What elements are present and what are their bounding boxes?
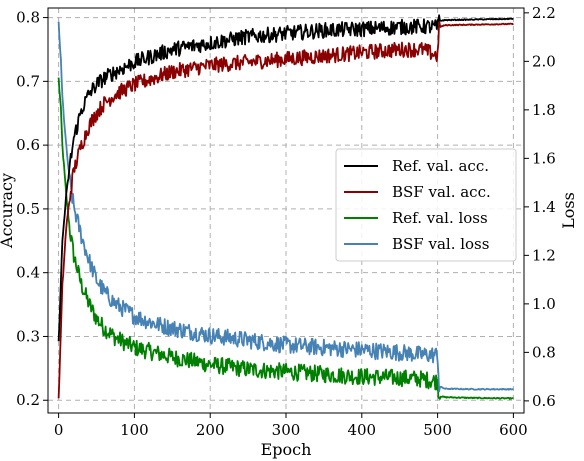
y-left-tick-label: 0.5 bbox=[16, 200, 40, 218]
x-tick-label: 400 bbox=[347, 421, 376, 439]
legend-label-3: BSF val. loss bbox=[392, 235, 489, 253]
y-axis-right-label: Loss bbox=[559, 192, 578, 229]
y-left-tick-label: 0.8 bbox=[16, 9, 40, 27]
x-tick-label: 100 bbox=[120, 421, 149, 439]
series-lines bbox=[57, 14, 514, 400]
y-left-tick-label: 0.6 bbox=[16, 136, 40, 154]
y-left-tick-label: 0.3 bbox=[16, 327, 40, 345]
y-axis-left: 0.2 0.3 0.4 0.5 0.6 0.7 0.8 bbox=[16, 9, 48, 409]
legend-label-0: Ref. val. acc. bbox=[392, 157, 489, 175]
y-left-tick-label: 0.2 bbox=[16, 391, 40, 409]
x-axis-label: Epoch bbox=[261, 440, 312, 459]
x-tick-label: 200 bbox=[196, 421, 225, 439]
x-tick-label: 600 bbox=[499, 421, 528, 439]
series-line-0 bbox=[57, 14, 514, 342]
y-right-tick-label: 2.0 bbox=[532, 52, 556, 70]
legend-box bbox=[335, 148, 517, 262]
x-axis: 0 100 200 300 400 500 600 bbox=[54, 413, 528, 439]
y-right-tick-label: 1.2 bbox=[532, 246, 556, 264]
y-axis-left-label: Accuracy bbox=[0, 173, 16, 249]
legend-label-2: Ref. val. loss bbox=[392, 209, 488, 227]
y-left-tick-label: 0.7 bbox=[16, 72, 40, 90]
y-right-tick-label: 1.6 bbox=[532, 149, 556, 167]
series-line-1 bbox=[57, 19, 514, 399]
y-left-tick-label: 0.4 bbox=[16, 264, 40, 282]
y-right-tick-label: 1.0 bbox=[532, 295, 556, 313]
legend-label-1: BSF val. acc. bbox=[392, 183, 491, 201]
y-right-tick-label: 1.4 bbox=[532, 198, 556, 216]
x-tick-label: 0 bbox=[54, 421, 64, 439]
legend: Ref. val. acc. BSF val. acc. Ref. val. los… bbox=[335, 148, 517, 262]
x-tick-label: 300 bbox=[272, 421, 301, 439]
y-right-tick-label: 1.8 bbox=[532, 101, 556, 119]
y-right-tick-label: 0.8 bbox=[532, 343, 556, 361]
y-right-tick-label: 0.6 bbox=[532, 392, 556, 410]
series-line-3 bbox=[57, 21, 514, 393]
y-axis-right: 0.6 0.8 1.0 1.2 1.4 1.6 1.8 2.0 2.2 bbox=[524, 4, 556, 410]
x-tick-label: 500 bbox=[423, 421, 452, 439]
series-line-2 bbox=[57, 77, 514, 400]
y-right-tick-label: 2.2 bbox=[532, 4, 556, 22]
